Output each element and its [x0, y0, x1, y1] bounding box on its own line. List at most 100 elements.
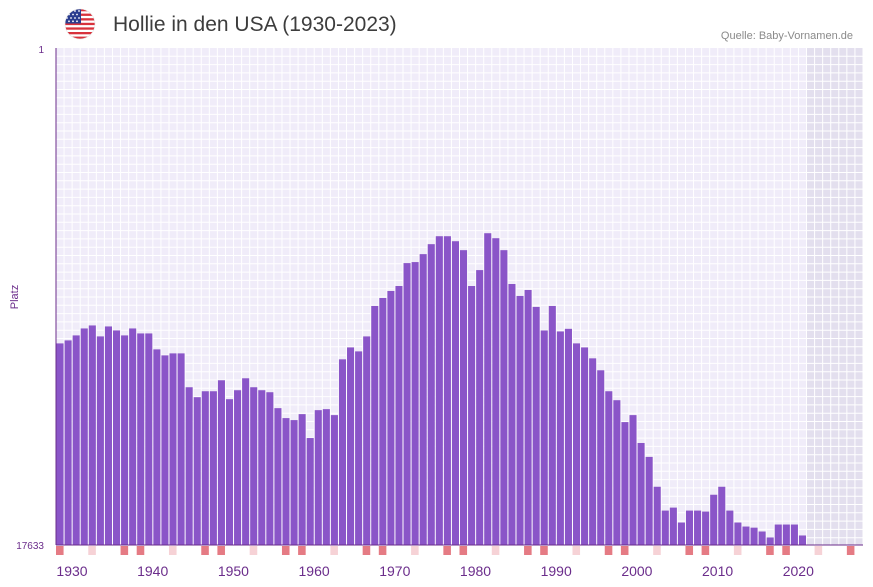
bar-1952	[234, 390, 242, 545]
bar-1951	[225, 399, 234, 545]
bar-1969	[371, 305, 379, 545]
bar-2022	[798, 535, 807, 545]
marker-1960	[298, 546, 306, 555]
marker-1940	[136, 546, 145, 555]
bar-1935	[96, 336, 104, 545]
bar-1933	[80, 328, 88, 545]
marker-1948	[201, 546, 209, 555]
bar-2005	[661, 510, 669, 545]
marker-1974	[411, 546, 419, 555]
marker-1938	[120, 546, 129, 555]
bar-1996	[589, 358, 597, 545]
bar-1962	[314, 410, 322, 545]
bar-1965	[338, 359, 347, 545]
bar-2007	[677, 522, 685, 545]
bar-1956	[266, 392, 274, 545]
bar-1948	[201, 391, 209, 545]
bar-1998	[605, 391, 613, 545]
bar-series	[56, 233, 807, 545]
bar-2006	[669, 507, 677, 545]
bar-1995	[581, 347, 589, 545]
decade-markers	[56, 546, 855, 555]
marker-2028	[846, 546, 855, 555]
marker-1958	[281, 546, 290, 555]
bar-1959	[290, 420, 298, 545]
bar-1934	[88, 325, 96, 545]
marker-1998	[604, 546, 613, 555]
bar-2001	[629, 415, 637, 545]
bar-2016	[750, 527, 758, 545]
marker-1984	[491, 546, 500, 555]
us-flag-icon	[64, 8, 96, 40]
x-tick-label-1980: 1980	[460, 563, 491, 579]
marker-1990	[540, 546, 548, 555]
bar-1986	[508, 284, 516, 545]
bar-2002	[637, 442, 645, 545]
bar-1958	[282, 418, 290, 545]
bar-1983	[484, 233, 492, 545]
bar-2009	[694, 510, 702, 545]
marker-1930	[56, 546, 64, 555]
x-tick-labels: 1930 1940 1950 1960 1970 1980 1990 2000 2010 2020	[56, 563, 814, 579]
bar-1981	[468, 286, 476, 545]
bar-1947	[193, 397, 201, 545]
x-tick-label-1960: 1960	[299, 563, 330, 579]
x-tick-label-2010: 2010	[702, 563, 733, 579]
x-tick-label-2020: 2020	[783, 563, 814, 579]
marker-1994	[572, 546, 581, 555]
bar-1978	[443, 236, 451, 545]
marker-1964	[330, 546, 338, 555]
marker-1944	[168, 546, 177, 555]
bar-2004	[653, 486, 661, 545]
bar-2018	[766, 537, 774, 545]
bar-1989	[532, 306, 540, 545]
chart-title: Hollie in den USA (1930-2023)	[113, 13, 397, 36]
x-tick-label-1970: 1970	[379, 563, 410, 579]
y-tick-label-top: 1	[38, 45, 44, 56]
marker-1950	[217, 546, 225, 555]
bar-1936	[104, 326, 112, 545]
bar-1972	[395, 286, 403, 545]
bar-1992	[556, 331, 564, 545]
bar-1930	[56, 343, 64, 545]
marker-2014	[733, 546, 742, 555]
bar-2021	[790, 524, 798, 545]
bar-1949	[209, 391, 217, 545]
marker-2010	[701, 546, 710, 555]
bar-1940	[137, 333, 145, 545]
y-tick-labels: 1 17633	[16, 45, 44, 552]
bar-1943	[161, 355, 169, 545]
bar-2015	[742, 526, 750, 545]
bar-1991	[548, 305, 556, 545]
bar-1993	[564, 328, 572, 545]
marker-2020	[782, 546, 790, 555]
x-tick-label-2000: 2000	[621, 563, 652, 579]
bar-1984	[492, 238, 500, 545]
bar-2013	[726, 510, 734, 545]
bar-1988	[524, 289, 532, 545]
axes	[55, 48, 863, 546]
marker-1978	[443, 546, 451, 555]
marker-2008	[685, 546, 694, 555]
bar-1976	[427, 244, 435, 545]
x-tick-label-1940: 1940	[137, 563, 168, 579]
bar-1945	[177, 353, 185, 545]
source-credit: Quelle: Baby-Vornamen.de	[720, 30, 853, 42]
bar-1960	[298, 414, 306, 545]
bar-1990	[540, 330, 548, 545]
bar-2003	[645, 456, 653, 545]
grid-lines	[55, 48, 864, 545]
bar-1961	[306, 438, 314, 545]
bar-1955	[258, 390, 266, 545]
marker-2004	[653, 546, 661, 555]
marker-1988	[524, 546, 532, 555]
bar-2014	[734, 522, 742, 545]
bar-1966	[347, 347, 355, 545]
bar-2011	[710, 494, 718, 545]
bar-1999	[613, 400, 621, 545]
bar-1997	[597, 370, 605, 545]
bar-1994	[572, 343, 581, 545]
bar-1985	[500, 250, 508, 545]
bar-2012	[718, 486, 726, 545]
bar-1987	[516, 295, 524, 545]
